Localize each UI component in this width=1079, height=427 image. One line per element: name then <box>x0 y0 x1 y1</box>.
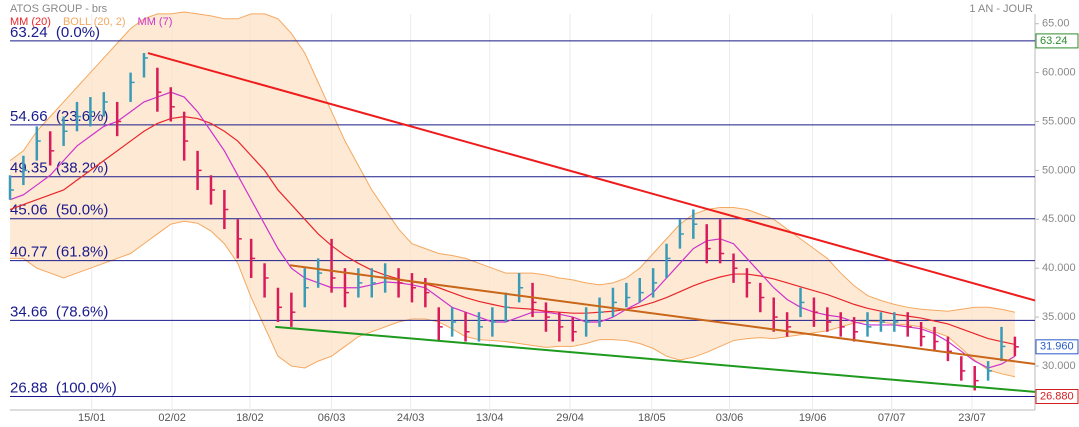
x-tick-label: 29/04 <box>556 412 584 424</box>
x-tick-label: 02/02 <box>158 412 186 424</box>
x-tick-label: 19/06 <box>799 412 827 424</box>
price-tag <box>1035 339 1079 355</box>
moving-average <box>9 115 1016 346</box>
price-tag <box>1035 389 1079 405</box>
chart-title: ATOS GROUP - brs <box>10 3 108 15</box>
trendline <box>147 52 1036 302</box>
fib-label: 54.66 (23.6%) <box>10 108 108 125</box>
x-tick-label: 18/05 <box>638 412 666 424</box>
bollinger-lower <box>10 220 1016 378</box>
x-tick-label: 03/06 <box>716 412 744 424</box>
y-tick-label: 45.000 <box>1042 213 1076 225</box>
price-tag-label: 31.960 <box>1040 341 1074 353</box>
fib-label: 45.06 (50.0%) <box>10 202 108 219</box>
price-tag-label: 26.880 <box>1040 390 1074 402</box>
x-tick-label: 24/03 <box>397 412 425 424</box>
x-tick-label: 18/02 <box>236 412 264 424</box>
fib-label: 40.77 (61.8%) <box>10 244 108 261</box>
y-tick-label: 50.000 <box>1042 164 1076 176</box>
x-tick-label: 15/01 <box>78 412 106 424</box>
bollinger-upper <box>9 11 1016 313</box>
x-tick-label: 07/07 <box>878 412 906 424</box>
fib-label: 26.88 (100.0%) <box>10 379 117 396</box>
y-tick-label: 65.00 <box>1042 18 1070 30</box>
moving-average <box>9 91 1016 369</box>
x-tick-label: 06/03 <box>318 412 346 424</box>
legend-entry: MM (7) <box>138 16 173 28</box>
legend-entry: MM (20) <box>10 16 51 28</box>
bollinger-area <box>10 11 1015 377</box>
y-tick-label: 30.000 <box>1042 360 1076 372</box>
fib-label: 63.24 (0.0%) <box>10 24 100 41</box>
y-tick-label: 40.000 <box>1042 262 1076 274</box>
fib-label: 34.66 (78.6%) <box>10 303 108 320</box>
legend-entry: BOLL (20, 2) <box>63 16 126 28</box>
y-tick-label: 35.000 <box>1042 311 1076 323</box>
price-tag <box>1035 33 1079 49</box>
period: 1 AN - JOUR <box>969 3 1033 15</box>
trendline <box>289 264 1036 366</box>
y-tick-label: 60.000 <box>1042 66 1076 78</box>
price-tag-label: 63.24 <box>1040 35 1068 47</box>
fib-label: 49.35 (38.2%) <box>10 160 108 177</box>
x-tick-label: 23/07 <box>958 412 986 424</box>
y-tick-label: 55.000 <box>1042 115 1076 127</box>
x-tick-label: 13/04 <box>476 412 504 424</box>
trendline <box>275 325 1036 393</box>
